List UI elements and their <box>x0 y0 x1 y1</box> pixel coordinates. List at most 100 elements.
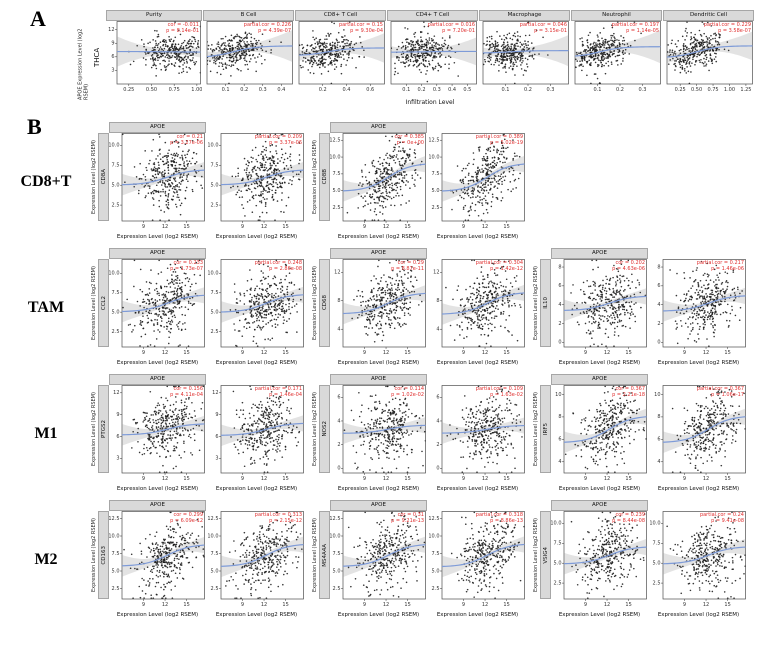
gene-pair-il10: Expression Level (log2 RSEM) IL10 APOE cor … <box>532 248 747 367</box>
scatter-canvas <box>109 259 206 359</box>
scatter-plot-cor: APOE cor = 0.156 p = 4.11e-04 Expression Le… <box>109 374 206 493</box>
scatter-plot-cor: APOE cor = 0.385 p = 0e+00 Expression Level… <box>330 122 427 241</box>
plot-area: partial.cor = 0.016 p = 7.20e-01 <box>387 21 478 96</box>
scatter-plot-cor: APOE cor = 0.29 p = 8.87e-11 Expression Lev… <box>330 248 427 367</box>
facet-strip: APOE <box>330 248 427 259</box>
gene-strip: CD8B <box>319 133 330 221</box>
x-axis-label: Expression Level (log2 RSEM) <box>657 612 740 618</box>
gene-name: IRF5 <box>542 422 549 436</box>
gene-name: VSIG4 <box>542 546 549 564</box>
scatter-canvas <box>330 385 427 485</box>
scatter-canvas <box>387 21 478 96</box>
x-axis-label: Expression Level (log2 RSEM) <box>215 360 298 366</box>
gene-name: CCL2 <box>100 295 107 311</box>
scatter-plot-cor: APOE cor = 0.367 p = 2.21e-18 Expression Le… <box>551 374 648 493</box>
facet-strip: CD4+ T Cell <box>387 10 478 21</box>
facet-strip: Dendritic Cell <box>663 10 754 21</box>
x-axis-label: Expression Level (log2 RSEM) <box>657 486 740 492</box>
plot-area: partial.cor = 0.197 p = 1.14e-05 <box>571 21 662 96</box>
x-axis-label: Expression Level (log2 RSEM) <box>215 234 298 240</box>
row-label: TAM <box>27 298 65 316</box>
row-plots: Expression Level (log2 RSEM) CCL2 APOE cor … <box>90 248 747 367</box>
scatter-canvas <box>208 133 305 233</box>
scatter-plot-cor: APOE cor = 0.239 p = 8.44e-08 Expression Le… <box>551 500 648 619</box>
gene-pair-ptgs2: Expression Level (log2 RSEM) PTGS2 APOE cor… <box>90 374 305 493</box>
gene-name: CD8A <box>100 169 107 185</box>
panel-b-row-tam: TAM Expression Level (log2 RSEM) CCL2 APOE c… <box>2 248 759 367</box>
panel-a-plot-b-cell: B Cell partial.cor = 0.226 p = 4.39e-07 <box>203 10 294 96</box>
plot-area: cor = 0.385 p = 0e+00 <box>330 133 427 233</box>
gene-pair-vsig4: Expression Level (log2 RSEM) VSIG4 APOE cor… <box>532 500 747 619</box>
plot-area: partial.cor = 0.389 p = 5.02e-19 <box>429 133 526 233</box>
panel-a-plot-macrophage: Macrophage partial.cor = 0.046 p = 3.15e-0… <box>479 10 570 96</box>
plot-area: partial.cor = 0.109 p = 1.63e-02 <box>429 385 526 485</box>
panel-b: B CD8+T Expression Level (log2 RSEM) CD8A A… <box>0 114 759 626</box>
gene-strip: MS4A4A <box>319 511 330 599</box>
plot-area: partial.cor = 0.046 p = 3.15e-01 <box>479 21 570 96</box>
scatter-canvas <box>650 259 747 359</box>
scatter-canvas <box>479 21 570 96</box>
plot-area: partial.cor = 0.318 p = 8.86e-13 <box>429 511 526 611</box>
gene-strip: NOS2 <box>319 385 330 473</box>
facet-strip: Purity <box>106 10 202 21</box>
panel-a: A APOE Expression Level (log2 RSEM) THCA… <box>0 6 759 114</box>
gene-strip: IRF5 <box>540 385 551 473</box>
plot-area: partial.cor = 0.304 p = 1.42e-12 <box>429 259 526 359</box>
panel-a-y-axis-label: APOE Expression Level (log2 RSEM) <box>77 28 90 100</box>
gene-strip: CD163 <box>98 511 109 599</box>
plot-area: cor = 0.239 p = 8.44e-08 <box>551 511 648 611</box>
gene-name: PTGS2 <box>100 420 107 438</box>
scatter-canvas <box>429 133 526 233</box>
scatter-plot-partial-cor: partial.cor = 0.171 p = 1.46e-04 Expressio… <box>208 374 305 493</box>
scatter-plot-cor: APOE cor = 0.299 p = 6.09e-12 Expression Le… <box>109 500 206 619</box>
scatter-canvas <box>295 21 386 96</box>
x-axis-label: Expression Level (log2 RSEM) <box>215 486 298 492</box>
y-axis-label: Expression Level (log2 RSEM) <box>312 266 318 340</box>
y-axis-label: Expression Level (log2 RSEM) <box>91 518 97 592</box>
row-label: M2 <box>34 550 58 568</box>
scatter-canvas <box>208 385 305 485</box>
y-axis-label: Expression Level (log2 RSEM) <box>91 140 97 214</box>
gene-pair-cd163: Expression Level (log2 RSEM) CD163 APOE cor… <box>90 500 305 619</box>
panel-b-row-m2: M2 Expression Level (log2 RSEM) CD163 APOE c… <box>2 500 759 619</box>
y-axis-label: Expression Level (log2 RSEM) <box>312 392 318 466</box>
plot-area: cor = 0.114 p = 1.02e-02 <box>330 385 427 485</box>
gene-pair-ms4a4a: Expression Level (log2 RSEM) MS4A4A APOE co… <box>311 500 526 619</box>
gene-strip: PTGS2 <box>98 385 109 473</box>
panel-a-cancer-label: THCA <box>93 47 101 67</box>
x-axis-label: Expression Level (log2 RSEM) <box>337 234 420 240</box>
x-axis-label: Expression Level (log2 RSEM) <box>657 360 740 366</box>
panel-a-label: A <box>30 6 46 31</box>
gene-name: CD8B <box>321 169 328 185</box>
gene-name: MS4A4A <box>321 543 328 567</box>
facet-strip: CD8+ T Cell <box>295 10 386 21</box>
scatter-canvas <box>551 385 648 485</box>
scatter-canvas <box>109 385 206 485</box>
scatter-canvas <box>330 133 427 233</box>
scatter-canvas <box>551 511 648 611</box>
panel-a-x-axis-label: Infiltration Level <box>405 99 455 106</box>
gene-strip: CD8A <box>98 133 109 221</box>
facet-strip: B Cell <box>203 10 294 21</box>
plot-area: cor = 0.31 p = 9.21e-13 <box>330 511 427 611</box>
gene-name: CD68 <box>321 295 328 311</box>
scatter-plot-partial-cor: partial.cor = 0.109 p = 1.63e-02 Expressio… <box>429 374 526 493</box>
facet-strip: APOE <box>330 374 427 385</box>
x-axis-label: Expression Level (log2 RSEM) <box>558 360 641 366</box>
gene-name: CD163 <box>100 545 107 565</box>
gene-pair-nos2: Expression Level (log2 RSEM) NOS2 APOE cor … <box>311 374 526 493</box>
panel-a-plot-cd8-t-cell: CD8+ T Cell partial.cor = 0.15 p = 9.30e-0… <box>295 10 386 96</box>
plot-area: partial.cor = 0.171 p = 1.46e-04 <box>208 385 305 485</box>
row-label: CD8+T <box>20 172 72 190</box>
plot-area: cor = 0.21 p = 3.27e-06 <box>109 133 206 233</box>
row-plots: Expression Level (log2 RSEM) CD8A APOE cor … <box>90 122 526 241</box>
plot-area: cor = -0.011 p = 8.14e-01 <box>106 21 202 96</box>
x-axis-label: Expression Level (log2 RSEM) <box>116 234 199 240</box>
scatter-plot-partial-cor: partial.cor = 0.248 p = 2.86e-08 Expressio… <box>208 248 305 367</box>
plot-area: partial.cor = 0.24 p = 9.41e-08 <box>650 511 747 611</box>
gene-name: NOS2 <box>321 421 328 437</box>
facet-strip: APOE <box>330 500 427 511</box>
scatter-canvas <box>109 133 206 233</box>
plot-area: partial.cor = 0.248 p = 2.86e-08 <box>208 259 305 359</box>
